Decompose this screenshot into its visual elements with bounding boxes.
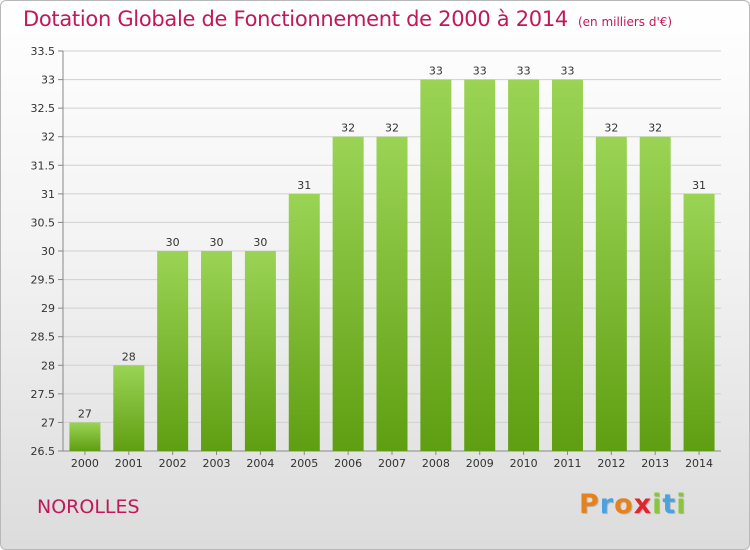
data-label-2011: 33 xyxy=(560,65,574,78)
logo-letter: i xyxy=(652,489,663,520)
data-label-2005: 31 xyxy=(297,179,311,192)
data-label-2002: 30 xyxy=(166,236,180,249)
bar-2000 xyxy=(69,422,101,451)
x-tick-label-2011: 2011 xyxy=(553,457,581,470)
data-label-2007: 32 xyxy=(385,122,399,135)
bar-2006 xyxy=(332,136,364,451)
logo-letter: o xyxy=(614,489,634,520)
data-label-2001: 28 xyxy=(122,350,136,363)
y-tick-label: 28 xyxy=(41,359,55,372)
bar-2012 xyxy=(595,136,627,451)
x-tick-label-2010: 2010 xyxy=(510,457,538,470)
y-tick-label: 32.5 xyxy=(31,102,56,115)
logo-letter: P xyxy=(579,489,600,520)
data-label-2014: 31 xyxy=(692,179,706,192)
x-tick-label-2009: 2009 xyxy=(466,457,494,470)
data-label-2009: 33 xyxy=(473,65,487,78)
bars xyxy=(69,79,715,452)
y-tick-label: 29.5 xyxy=(31,274,56,287)
y-tick-label: 26.5 xyxy=(31,445,56,458)
bar-2009 xyxy=(464,79,496,452)
data-labels: 27 28 30 30 30 31 32 32 33 33 33 33 32 32 31 xyxy=(78,65,706,421)
y-tick-label: 30.5 xyxy=(31,216,56,229)
bar-2008 xyxy=(420,79,452,452)
data-label-2006: 32 xyxy=(341,122,355,135)
y-tick-label: 31.5 xyxy=(31,159,56,172)
data-label-2012: 32 xyxy=(604,122,618,135)
y-tick-label: 29 xyxy=(41,302,55,315)
bar-2014 xyxy=(683,193,715,451)
x-tick-label-2012: 2012 xyxy=(597,457,625,470)
bar-2002 xyxy=(157,251,189,451)
bar-2007 xyxy=(376,136,408,451)
x-tick-label-2002: 2002 xyxy=(159,457,187,470)
proxiti-logo: Proxiti xyxy=(579,489,691,523)
logo-letter: x xyxy=(633,489,653,520)
y-tick-labels: 26.5 27 27.5 28 28.5 29 29.5 30 30.5 31 31.5 32 32.5… xyxy=(31,45,56,458)
y-tick-label: 30 xyxy=(41,245,55,258)
logo-letter: i xyxy=(676,489,687,520)
bar-2011 xyxy=(551,79,583,452)
bar-2001 xyxy=(113,365,145,451)
x-tick-label-2006: 2006 xyxy=(334,457,362,470)
x-tick-label-2003: 2003 xyxy=(203,457,231,470)
y-tick-label: 27.5 xyxy=(31,388,56,401)
bar-2010 xyxy=(508,79,540,452)
x-tick-label-2007: 2007 xyxy=(378,457,406,470)
y-tick-label: 32 xyxy=(41,131,55,144)
y-tick-label: 27 xyxy=(41,416,55,429)
logo-letter: r xyxy=(599,489,615,520)
x-tick-label-2005: 2005 xyxy=(290,457,318,470)
y-tick-label: 33.5 xyxy=(31,45,56,58)
chart-title-text: Dotation Globale de Fonctionnement de 20… xyxy=(23,7,568,31)
chart-unit: (en milliers d'€) xyxy=(577,15,673,29)
place-name: NOROLLES xyxy=(37,496,140,518)
x-tick-label-2013: 2013 xyxy=(641,457,669,470)
chart-title: Dotation Globale de Fonctionnement de 20… xyxy=(23,7,672,31)
x-tick-label-2000: 2000 xyxy=(71,457,99,470)
data-label-2000: 27 xyxy=(78,407,92,420)
data-label-2003: 30 xyxy=(210,236,224,249)
x-tick-label-2004: 2004 xyxy=(246,457,274,470)
x-tick-label-2008: 2008 xyxy=(422,457,450,470)
x-tick-labels: 2000 2001 2002 2003 2004 2005 2006 2007 2008 2009… xyxy=(71,451,713,470)
bar-2004 xyxy=(244,251,276,451)
y-tick-label: 33 xyxy=(41,74,55,87)
y-tick-label: 28.5 xyxy=(31,331,56,344)
logo-letter: t xyxy=(662,489,677,520)
data-label-2010: 33 xyxy=(517,65,531,78)
data-label-2008: 33 xyxy=(429,65,443,78)
bar-2003 xyxy=(201,251,233,451)
bar-2005 xyxy=(288,193,320,451)
x-tick-label-2001: 2001 xyxy=(115,457,143,470)
data-label-2013: 32 xyxy=(648,122,662,135)
data-label-2004: 30 xyxy=(253,236,267,249)
x-tick-label-2014: 2014 xyxy=(685,457,713,470)
bar-2013 xyxy=(639,136,671,451)
y-tick-label: 31 xyxy=(41,188,55,201)
